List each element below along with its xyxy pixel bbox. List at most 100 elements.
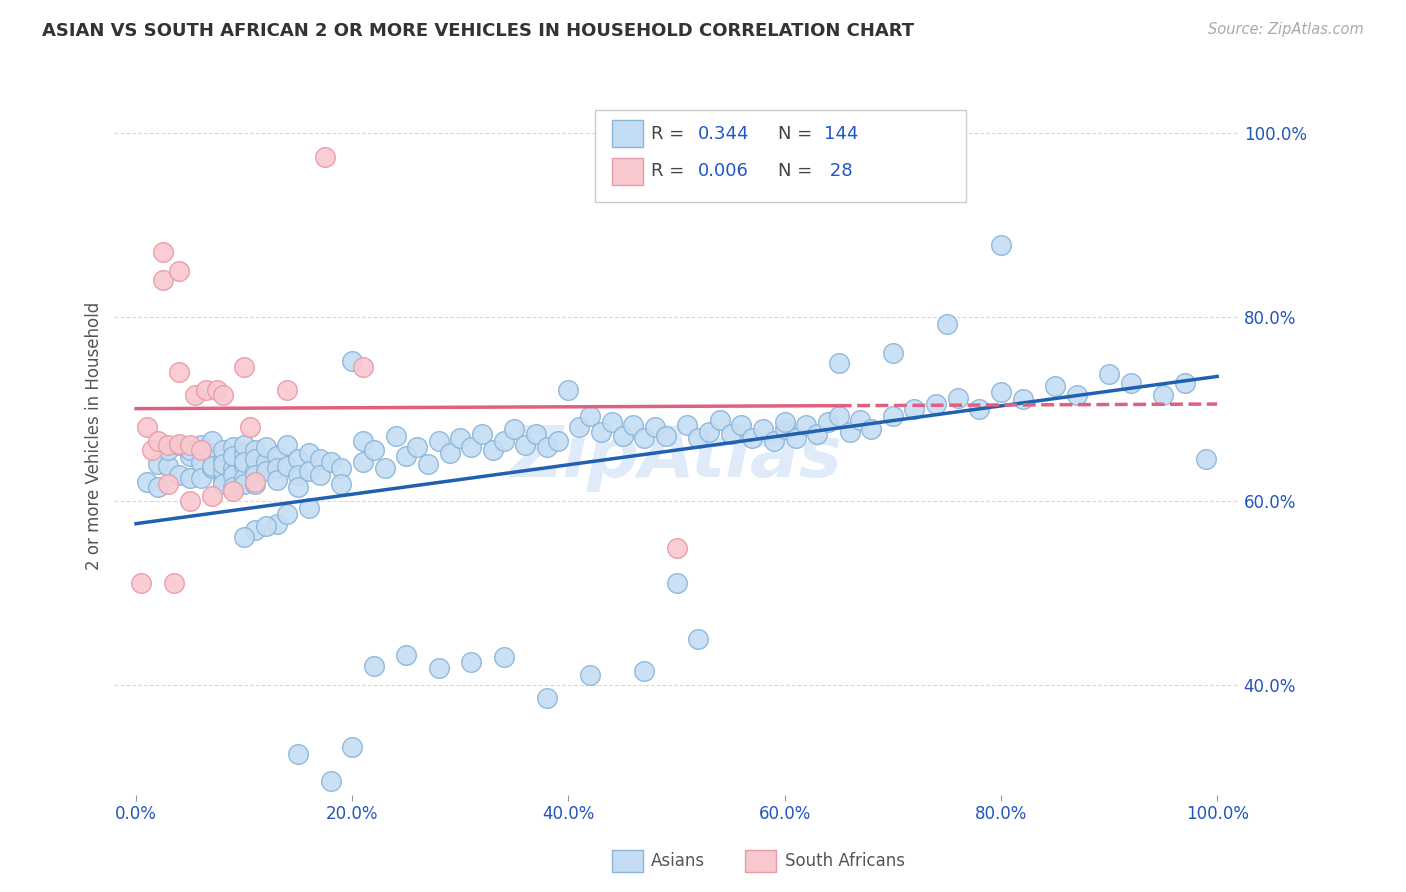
Point (925, 397, 948, 411)
Point (254, 464, 277, 478)
Point (201, 489, 224, 503)
Point (762, 434, 785, 448)
Point (222, 461, 245, 475)
Point (720, 427, 742, 442)
Point (243, 452, 266, 467)
Point (157, 477, 180, 491)
Point (969, 401, 991, 416)
Point (439, 446, 461, 460)
Point (233, 477, 256, 491)
Point (222, 484, 245, 499)
Point (146, 480, 169, 494)
Point (190, 443, 212, 458)
Point (395, 648, 418, 663)
Point (1174, 376, 1197, 390)
Point (169, 263, 191, 277)
Point (287, 480, 309, 494)
Point (342, 740, 364, 755)
Point (222, 440, 245, 454)
Text: 0.344: 0.344 (697, 125, 749, 143)
Point (492, 434, 515, 448)
Point (266, 474, 288, 488)
Point (903, 401, 925, 416)
Point (1011, 392, 1033, 407)
Point (655, 429, 678, 443)
Point (709, 413, 731, 427)
Y-axis label: 2 or more Vehicles in Household: 2 or more Vehicles in Household (86, 302, 103, 570)
Point (644, 420, 666, 434)
Point (233, 438, 256, 452)
Point (935, 317, 957, 331)
Text: Source: ZipAtlas.com: Source: ZipAtlas.com (1208, 22, 1364, 37)
Point (276, 458, 298, 473)
Point (211, 474, 233, 488)
Point (536, 440, 558, 454)
Point (579, 668, 602, 682)
Text: ASIAN VS SOUTH AFRICAN 2 OR MORE VEHICLES IN HOUSEHOLD CORRELATION CHART: ASIAN VS SOUTH AFRICAN 2 OR MORE VEHICLE… (42, 22, 914, 40)
Point (838, 425, 860, 439)
Point (633, 664, 655, 678)
Point (179, 438, 201, 452)
Point (243, 467, 266, 482)
Text: 0.006: 0.006 (697, 162, 748, 180)
Point (211, 477, 233, 491)
Point (319, 774, 342, 789)
Point (195, 384, 218, 398)
Point (794, 418, 817, 433)
Text: R =: R = (651, 162, 690, 180)
Point (882, 346, 904, 360)
Point (276, 438, 298, 452)
Text: 28: 28 (824, 162, 852, 180)
Point (233, 446, 256, 460)
Text: South Africans: South Africans (785, 852, 904, 870)
Point (146, 457, 169, 471)
Point (503, 422, 526, 436)
Point (298, 464, 321, 478)
Point (557, 384, 579, 398)
Point (190, 438, 212, 452)
Point (697, 425, 720, 439)
Point (179, 470, 201, 484)
Text: 144: 144 (824, 125, 858, 143)
Point (330, 461, 353, 475)
Point (135, 420, 157, 434)
Point (201, 446, 224, 460)
Point (395, 450, 418, 464)
Point (254, 455, 277, 469)
Text: Asians: Asians (651, 852, 704, 870)
Point (460, 655, 482, 669)
Point (276, 508, 298, 522)
Point (741, 431, 763, 445)
Point (205, 384, 228, 398)
Point (254, 519, 277, 533)
Point (211, 464, 233, 478)
Point (676, 418, 699, 433)
Point (990, 238, 1012, 252)
Point (773, 416, 796, 430)
Point (990, 385, 1012, 400)
Point (1043, 378, 1066, 392)
Point (363, 443, 385, 458)
Point (882, 409, 904, 423)
Point (190, 455, 212, 469)
Point (352, 455, 374, 469)
Point (319, 455, 342, 469)
Point (179, 493, 201, 508)
Point (352, 360, 374, 375)
Point (287, 467, 309, 482)
Point (633, 431, 655, 445)
Point (201, 461, 224, 475)
Point (211, 452, 233, 467)
Point (243, 475, 266, 490)
Point (752, 422, 775, 436)
Point (363, 659, 385, 673)
Point (730, 418, 752, 433)
Point (406, 440, 429, 454)
Point (190, 470, 212, 484)
Point (1195, 452, 1218, 467)
Point (482, 443, 505, 458)
Point (184, 388, 207, 402)
Point (330, 477, 353, 491)
Point (179, 450, 201, 464)
Point (688, 632, 710, 646)
